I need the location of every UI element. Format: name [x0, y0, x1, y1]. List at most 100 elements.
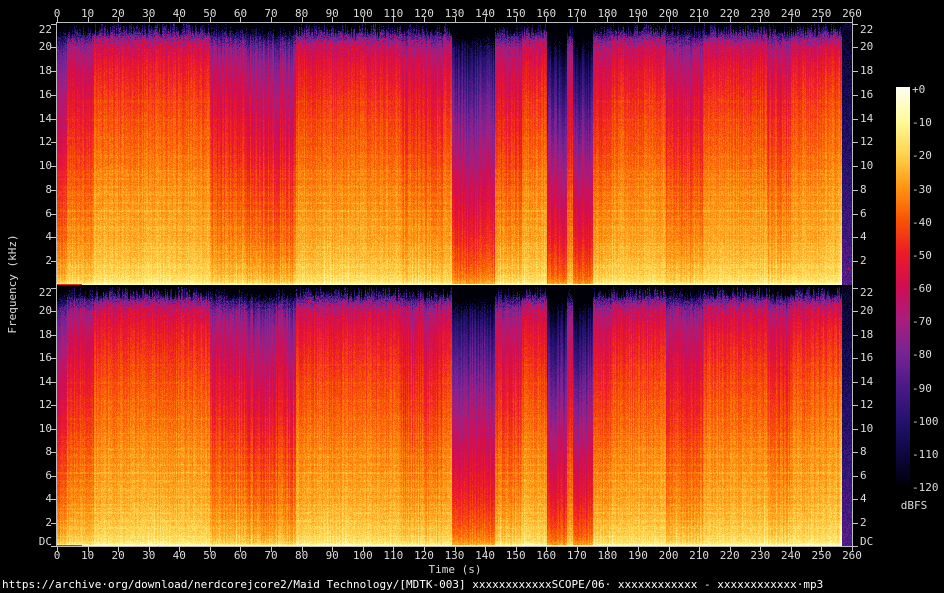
tick-mark [853, 71, 858, 73]
time-tick-label: 110 [383, 7, 404, 20]
freq-tick-label: 20 [860, 304, 874, 318]
time-tick-label: 60 [233, 549, 248, 562]
tick-mark [853, 381, 858, 383]
tick-mark [51, 499, 56, 501]
db-tick-label: -100 [912, 414, 939, 428]
freq-tick-label: 6 [45, 206, 52, 220]
tick-mark [454, 17, 456, 22]
tick-mark [668, 17, 670, 22]
time-tick-label: 0 [53, 549, 61, 562]
db-tick-label: -90 [912, 381, 932, 395]
tick-mark [179, 17, 181, 22]
time-tick-label: 180 [597, 549, 618, 562]
tick-mark [853, 475, 858, 477]
tick-mark [607, 547, 609, 552]
time-tick-label: 160 [536, 7, 557, 20]
spectrogram-canvas-right-channel [57, 287, 852, 546]
time-tick-label: 220 [719, 7, 740, 20]
tick-mark [423, 547, 425, 552]
tick-mark [729, 547, 731, 552]
freq-tick-label: 6 [45, 468, 52, 482]
tick-mark [853, 118, 858, 120]
freq-tick-label: 12 [38, 398, 52, 412]
tick-mark [148, 547, 150, 552]
time-axis-bottom [56, 546, 853, 547]
tick-mark [637, 547, 639, 552]
tick-mark [853, 166, 858, 168]
tick-mark [51, 261, 56, 263]
time-tick-label: 240 [780, 549, 801, 562]
tick-mark [51, 94, 56, 96]
tick-mark [852, 547, 853, 552]
time-tick-label: 220 [719, 549, 740, 562]
time-tick-label: 170 [566, 7, 587, 20]
time-tick-label: 170 [566, 549, 587, 562]
tick-mark [760, 547, 762, 552]
time-tick-label: 10 [80, 549, 95, 562]
db-tick-label: -40 [912, 215, 932, 229]
frequency-axis-left [56, 22, 57, 547]
freq-tick-label: 4 [860, 492, 867, 506]
freq-tick-label: 14 [860, 374, 874, 388]
db-tick-label: -50 [912, 248, 932, 262]
tick-mark [362, 17, 364, 22]
db-tick-label: -20 [912, 149, 932, 163]
tick-mark [699, 547, 701, 552]
time-tick-label: 40 [172, 7, 186, 20]
tick-mark [393, 17, 395, 22]
freq-tick-label: 10 [38, 421, 52, 435]
tick-mark [51, 358, 56, 360]
tick-mark [51, 334, 56, 336]
tick-mark [332, 17, 334, 22]
db-tick-label: -120 [912, 481, 939, 494]
freq-tick-label: 22 [860, 286, 874, 299]
tick-mark [51, 311, 56, 313]
time-tick-label: 120 [413, 7, 434, 20]
time-tick-label: 180 [597, 7, 618, 20]
db-tick-label: -110 [912, 447, 939, 461]
tick-mark [209, 547, 211, 552]
freq-tick-label: 16 [38, 351, 52, 365]
tick-mark [51, 287, 56, 289]
tick-mark [853, 189, 858, 191]
freq-tick-label: 2 [860, 515, 867, 529]
tick-mark [821, 547, 823, 552]
time-tick-label: 70 [264, 7, 278, 20]
time-axis-top [56, 22, 853, 23]
freq-tick-label: 16 [860, 87, 874, 101]
tick-mark [362, 547, 364, 552]
freq-tick-label: 4 [45, 492, 52, 506]
tick-mark [51, 475, 56, 477]
tick-mark [51, 237, 56, 239]
time-tick-label: 20 [111, 7, 125, 20]
freq-tick-label: 10 [38, 159, 52, 173]
freq-tick-label: 20 [38, 40, 52, 54]
db-tick-label: -30 [912, 182, 932, 196]
time-tick-label: 20 [111, 549, 125, 562]
time-tick-label: 90 [325, 7, 339, 20]
tick-mark [576, 17, 578, 22]
time-tick-label: 90 [325, 549, 339, 562]
freq-tick-label: 8 [860, 445, 867, 459]
time-tick-label: 30 [142, 7, 156, 20]
freq-tick-label: 12 [860, 398, 874, 412]
time-tick-label: 200 [658, 549, 679, 562]
tick-mark [790, 17, 792, 22]
tick-mark [699, 17, 701, 22]
tick-mark [853, 237, 858, 239]
time-tick-label: 30 [142, 549, 156, 562]
freq-tick-label: 2 [860, 254, 867, 268]
tick-mark [729, 17, 731, 22]
db-tick-label: -60 [912, 282, 932, 295]
time-tick-label: 200 [658, 7, 679, 20]
tick-mark [853, 358, 858, 360]
tick-mark [546, 547, 548, 552]
time-tick-label: 80 [294, 7, 309, 20]
spectrogram-canvas-left-channel [57, 23, 852, 285]
freq-tick-label: DC [860, 535, 874, 548]
tick-mark [179, 547, 181, 552]
tick-mark [51, 189, 56, 191]
time-tick-label: 140 [475, 7, 495, 20]
tick-mark [118, 547, 120, 552]
tick-mark [57, 547, 58, 552]
